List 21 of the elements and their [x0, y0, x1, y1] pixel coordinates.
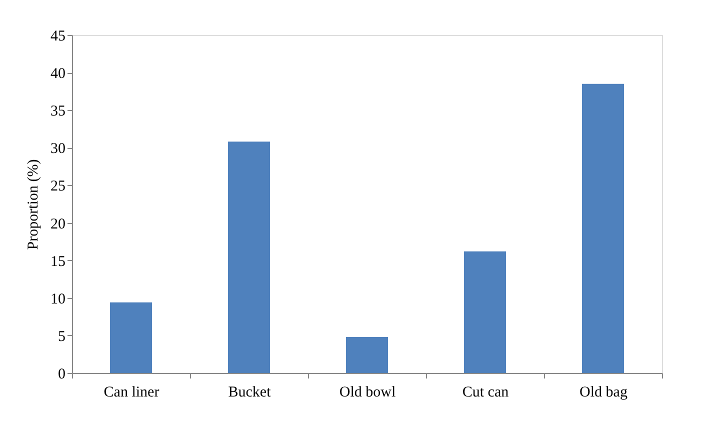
- x-tick-label: Bucket: [228, 384, 272, 400]
- bar: [582, 84, 624, 373]
- bar: [228, 142, 270, 373]
- y-tick-label: 35: [50, 104, 66, 120]
- bar: [464, 251, 506, 373]
- x-tick-label: Old bag: [580, 384, 628, 400]
- x-tick-label: Can liner: [104, 384, 160, 400]
- y-tick-label: 15: [50, 254, 66, 270]
- bar: [346, 336, 388, 373]
- y-tick-label: 5: [58, 328, 66, 345]
- bar: [110, 302, 152, 373]
- y-tick-label: 45: [50, 28, 66, 44]
- y-tick-label: 10: [50, 291, 66, 308]
- y-tick-label: 0: [58, 366, 66, 382]
- y-axis-title: Proportion (%): [26, 159, 42, 250]
- y-tick-label: 40: [50, 66, 66, 82]
- y-tick-label: 25: [50, 178, 66, 195]
- x-tick-label: Cut can: [462, 384, 510, 400]
- y-tick-label: 20: [50, 216, 66, 232]
- x-tick-label: Old bowl: [339, 384, 396, 400]
- y-tick-label: 30: [50, 141, 66, 158]
